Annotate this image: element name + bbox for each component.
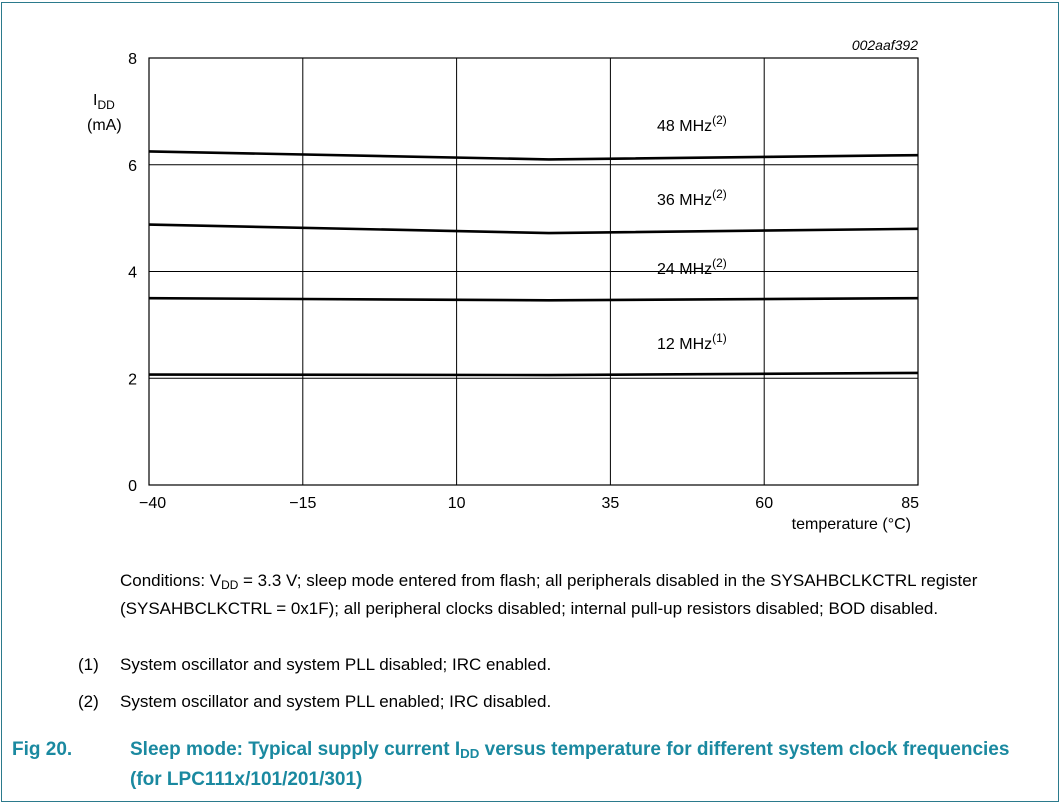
y-axis-label: IDD (93, 92, 115, 112)
series-line (148, 296, 919, 302)
plot-area-border (148, 57, 919, 486)
y-tick-label: 4 (128, 265, 137, 282)
series-line (148, 150, 919, 161)
x-tick-label: 85 (901, 495, 919, 512)
footnote-2: (2) System oscillator and system PLL enab… (78, 692, 552, 711)
y-axis-unit: (mA) (87, 117, 122, 134)
figure-number: Fig 20. (12, 739, 73, 760)
series-label: 12 MHz(1) (657, 331, 727, 353)
conditions-text: Conditions: VDD = 3.3 V; sleep mode ente… (120, 571, 978, 618)
figure-title: Sleep mode: Typical supply current IDD v… (130, 739, 1010, 790)
series-line (148, 371, 919, 377)
x-tick-label: 60 (755, 495, 773, 512)
x-axis-label: temperature (°C) (792, 516, 911, 533)
series-line (148, 223, 919, 235)
y-tick-label: 6 (128, 158, 137, 175)
y-tick-label: 0 (128, 478, 137, 495)
x-tick-label: 35 (602, 495, 620, 512)
figure-id: 002aaf392 (852, 37, 918, 53)
footnote-1: (1) System oscillator and system PLL disa… (78, 655, 552, 674)
series-label: 48 MHz(2) (657, 113, 727, 135)
chart: −40 −15 10 35 60 85 0 2 4 6 8 48 MHz(2) 36 MHz(2) 24 … (87, 37, 919, 533)
y-tick-label: 2 (128, 371, 137, 388)
x-tick-label: −40 (139, 495, 166, 512)
series-label: 36 MHz(2) (657, 187, 727, 209)
x-tick-label: 10 (448, 495, 466, 512)
y-tick-label: 8 (128, 51, 137, 68)
series-label: 24 MHz(2) (657, 256, 727, 278)
x-tick-label: −15 (289, 495, 316, 512)
